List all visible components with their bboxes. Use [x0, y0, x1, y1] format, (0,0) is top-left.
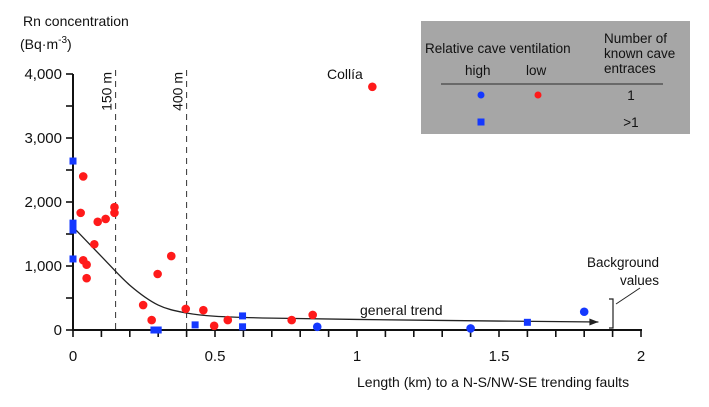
- y-tick-label: 0: [54, 322, 62, 339]
- data-point-square: [191, 321, 199, 329]
- x-tick-label: 0: [69, 348, 77, 365]
- data-point-square: [69, 157, 77, 165]
- data-point-circle: [312, 322, 322, 332]
- data-point-circle: [82, 260, 91, 270]
- data-point-circle: [78, 172, 88, 181]
- x-tick-label: 1.5: [489, 348, 510, 365]
- data-point-circle: [147, 315, 156, 325]
- x-tick-label: 1: [353, 348, 361, 365]
- data-point-square: [150, 326, 158, 334]
- data-point-circle: [368, 82, 377, 92]
- data-point-circle: [223, 315, 233, 325]
- trend-label: general trend: [360, 302, 443, 318]
- legend-header-count-3: entraces: [604, 61, 656, 76]
- data-point-circle: [181, 304, 191, 314]
- y-unit-close: ): [67, 36, 72, 52]
- data-point-square: [523, 318, 531, 326]
- data-points: [69, 82, 589, 334]
- data-point-circle: [153, 269, 162, 279]
- data-point-square: [239, 323, 247, 331]
- legend-col-high: high: [465, 63, 491, 78]
- data-point-circle: [579, 307, 589, 317]
- data-point-circle: [138, 300, 148, 310]
- background-leader-line: [615, 287, 641, 305]
- trend-line: [72, 226, 599, 323]
- data-point-square: [69, 219, 77, 227]
- collia-label: Collía: [327, 66, 363, 82]
- data-point-circle: [82, 273, 91, 283]
- trend-arrowhead: [589, 318, 599, 326]
- data-point-square: [154, 326, 162, 334]
- legend-header-ventilation: Relative cave ventilation: [425, 41, 571, 56]
- background-label-line1: Background: [587, 255, 659, 270]
- reference-lines: 150 m 400 m: [99, 70, 188, 330]
- y-unit-base: (Bq·m: [20, 36, 58, 52]
- y-tick-label: 2,000: [24, 194, 62, 211]
- x-tick-label: 0.5: [205, 348, 226, 365]
- y-tick-label: 3,000: [24, 130, 62, 147]
- y-tick-label: 1,000: [24, 258, 62, 275]
- legend-col-low: low: [526, 63, 547, 78]
- y-axis-unit: (Bq·m-3): [20, 35, 72, 52]
- axes: 0 0.5 1 1.5 2 0 1,000 2,000 3,000 4,000: [24, 66, 645, 365]
- legend-marker-high-many: [477, 118, 485, 126]
- reference-line-label: 150 m: [99, 72, 115, 111]
- data-point-circle: [308, 310, 317, 320]
- y-axis-label: Rn concentration: [23, 13, 129, 29]
- x-axis-label: Length (km) to a N-S/NW-SE trending faul…: [357, 374, 629, 390]
- y-unit-exponent: -3: [58, 35, 67, 46]
- legend-row1-count: 1: [627, 88, 635, 103]
- background-bracket: [609, 298, 614, 329]
- data-point-circle: [199, 305, 208, 315]
- legend-header-count-2: known cave: [604, 46, 675, 61]
- data-point-circle: [466, 324, 475, 333]
- reference-line-label: 400 m: [170, 72, 186, 111]
- x-tick-label: 2: [637, 348, 645, 365]
- data-point-square: [69, 226, 77, 234]
- data-point-circle: [101, 214, 110, 224]
- legend-header-count-1: Number of: [604, 31, 667, 46]
- data-point-circle: [166, 251, 176, 261]
- y-tick-label: 4,000: [24, 66, 62, 83]
- background-label-line2: values: [620, 273, 659, 288]
- data-point-circle: [90, 239, 99, 249]
- data-point-square: [69, 255, 77, 263]
- trend-group: general trend: [72, 226, 599, 326]
- data-point-circle: [287, 315, 296, 325]
- data-point-circle: [110, 208, 119, 218]
- legend: Relative cave ventilation high low Numbe…: [421, 21, 690, 134]
- legend-marker-high-1: [477, 91, 485, 99]
- data-point-square: [239, 312, 247, 320]
- data-point-circle: [76, 208, 85, 218]
- legend-background: [421, 21, 690, 134]
- data-point-circle: [93, 217, 103, 227]
- legend-row2-count: >1: [623, 115, 638, 130]
- data-point-circle: [209, 321, 219, 331]
- legend-marker-low-1: [534, 91, 542, 99]
